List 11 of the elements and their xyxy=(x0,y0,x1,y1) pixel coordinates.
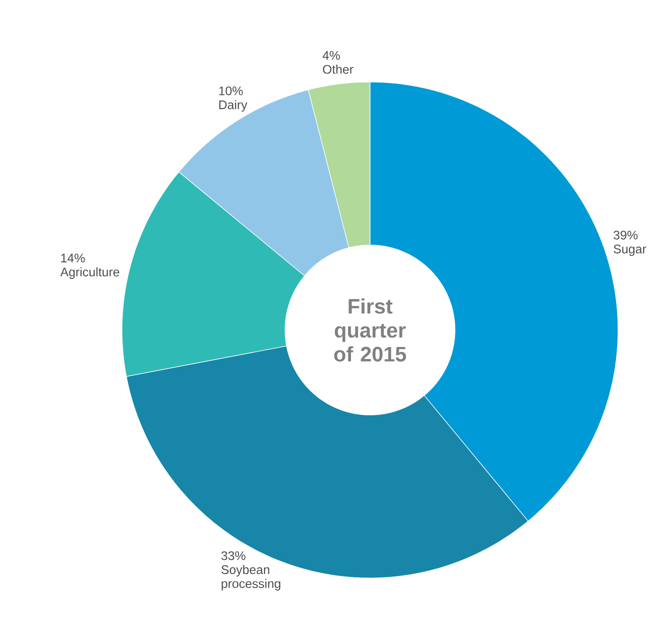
data-label: 14% xyxy=(61,254,85,262)
slice-label: Other xyxy=(322,64,354,74)
data-label: 4% xyxy=(322,51,340,60)
data-label: 10% xyxy=(219,86,243,96)
slice-label: Soybean processing xyxy=(221,564,280,590)
slice-label: Agriculture xyxy=(60,267,120,279)
text: First quarter of 2015 xyxy=(334,298,406,362)
data-label: 33% xyxy=(221,551,246,560)
slice-label: Dairy xyxy=(219,100,248,112)
slice-label: Sugar xyxy=(614,244,646,256)
data-label: 39% xyxy=(614,230,638,240)
